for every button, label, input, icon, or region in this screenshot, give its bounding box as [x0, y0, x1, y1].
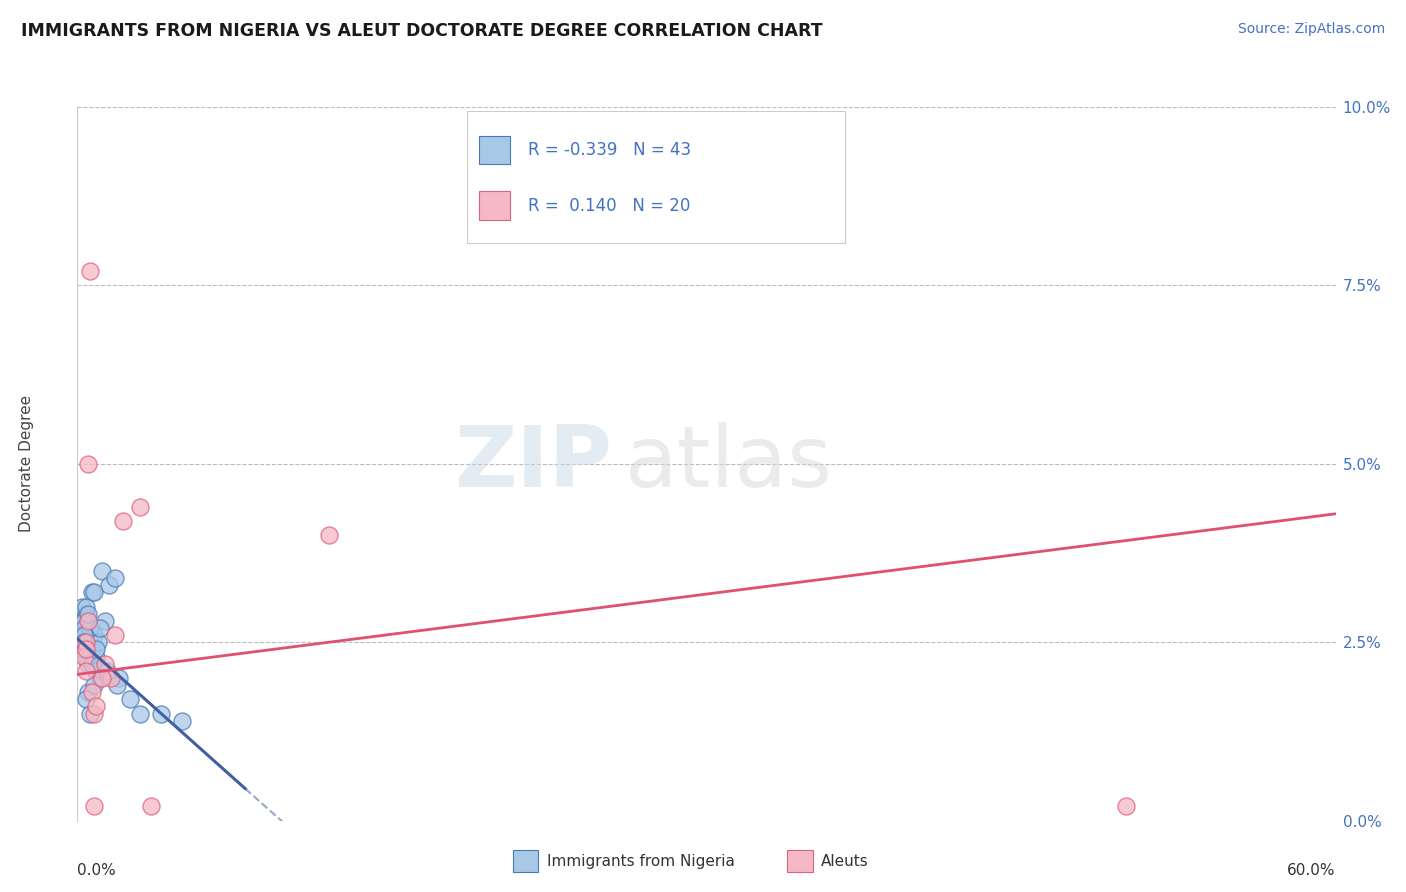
Text: R = -0.339   N = 43: R = -0.339 N = 43: [527, 141, 690, 159]
Point: [83, 628, 105, 642]
Point: [80, 685, 103, 699]
Point: [72, 614, 94, 628]
Point: [84, 649, 107, 664]
Point: [75, 649, 97, 664]
Text: R =  0.140   N = 20: R = 0.140 N = 20: [527, 196, 690, 215]
Point: [80, 585, 103, 599]
Text: Aleuts: Aleuts: [821, 855, 869, 869]
Point: [75, 664, 97, 678]
Text: 60.0%: 60.0%: [1288, 863, 1336, 879]
Point: [112, 514, 135, 528]
Point: [76, 614, 98, 628]
Point: [89, 671, 111, 685]
Text: atlas: atlas: [624, 422, 832, 506]
Point: [75, 692, 97, 706]
Point: [72, 621, 94, 635]
Point: [80, 657, 103, 671]
Point: [72, 614, 94, 628]
Point: [150, 706, 173, 721]
Point: [100, 671, 122, 685]
Point: [75, 621, 97, 635]
Point: [129, 706, 152, 721]
Point: [83, 678, 105, 692]
Text: Doctorate Degree: Doctorate Degree: [20, 395, 35, 533]
Point: [93, 657, 115, 671]
Point: [91, 564, 114, 578]
Point: [76, 657, 98, 671]
Point: [75, 607, 97, 621]
Point: [172, 714, 194, 728]
Point: [318, 528, 340, 542]
Point: [84, 664, 107, 678]
Point: [105, 678, 128, 692]
Point: [118, 692, 141, 706]
Point: [104, 628, 127, 642]
Point: [79, 621, 101, 635]
Point: [84, 642, 107, 657]
Text: Source: ZipAtlas.com: Source: ZipAtlas.com: [1237, 22, 1385, 37]
Point: [76, 628, 98, 642]
Point: [93, 614, 115, 628]
Point: [76, 607, 98, 621]
Point: [96, 664, 118, 678]
Point: [70, 642, 93, 657]
Point: [75, 642, 97, 657]
Point: [83, 706, 105, 721]
Point: [80, 642, 103, 657]
Point: [72, 628, 94, 642]
Point: [97, 578, 120, 592]
Point: [104, 571, 127, 585]
Text: Immigrants from Nigeria: Immigrants from Nigeria: [547, 855, 735, 869]
Point: [75, 599, 97, 614]
Point: [83, 799, 105, 814]
Point: [70, 599, 93, 614]
Point: [91, 671, 114, 685]
Point: [139, 799, 162, 814]
Point: [89, 621, 111, 635]
Point: [76, 457, 98, 471]
Point: [79, 635, 101, 649]
Text: 0.0%: 0.0%: [77, 863, 117, 879]
Point: [1115, 799, 1137, 814]
Point: [72, 635, 94, 649]
Point: [87, 635, 110, 649]
Point: [108, 671, 131, 685]
Point: [72, 635, 94, 649]
Point: [79, 706, 101, 721]
Text: ZIP: ZIP: [454, 422, 612, 506]
Text: IMMIGRANTS FROM NIGERIA VS ALEUT DOCTORATE DEGREE CORRELATION CHART: IMMIGRANTS FROM NIGERIA VS ALEUT DOCTORA…: [21, 22, 823, 40]
Point: [83, 585, 105, 599]
Point: [129, 500, 152, 514]
Point: [72, 649, 94, 664]
Point: [76, 685, 98, 699]
Point: [84, 699, 107, 714]
Point: [79, 264, 101, 278]
Point: [75, 635, 97, 649]
